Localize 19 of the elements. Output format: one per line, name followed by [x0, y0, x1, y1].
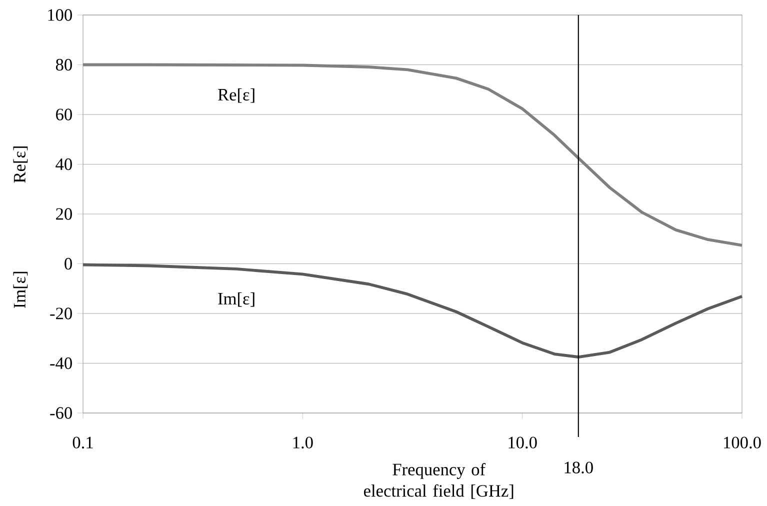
series-label: Im[ε]: [218, 292, 254, 307]
y-tick-label: -60: [50, 407, 72, 419]
y-tick-label: 20: [56, 208, 72, 220]
x-tick-label: 1.0: [293, 436, 313, 448]
series-label: Re[ε]: [218, 88, 254, 103]
x-axis-title: Frequency of electrical field [GHz]: [364, 463, 514, 499]
x-tick-label: 100.0: [724, 436, 761, 448]
x-tick-label: 10.0: [508, 436, 537, 448]
y-tick-label: 40: [56, 158, 72, 170]
text: Im[ε]: [13, 272, 28, 308]
y-tick-label: 80: [56, 58, 72, 71]
y-tick-label: 60: [56, 108, 72, 120]
y-tick-label: 0: [64, 258, 72, 270]
y-tick-label: -40: [50, 357, 72, 370]
y-tick-label: 100: [48, 9, 72, 21]
y-axis-title: Re[ε]: [13, 146, 28, 183]
x-tick-label: 0.1: [72, 436, 93, 448]
ref-line-label: 18.0: [564, 462, 593, 474]
y-tick-label: -20: [50, 308, 72, 320]
